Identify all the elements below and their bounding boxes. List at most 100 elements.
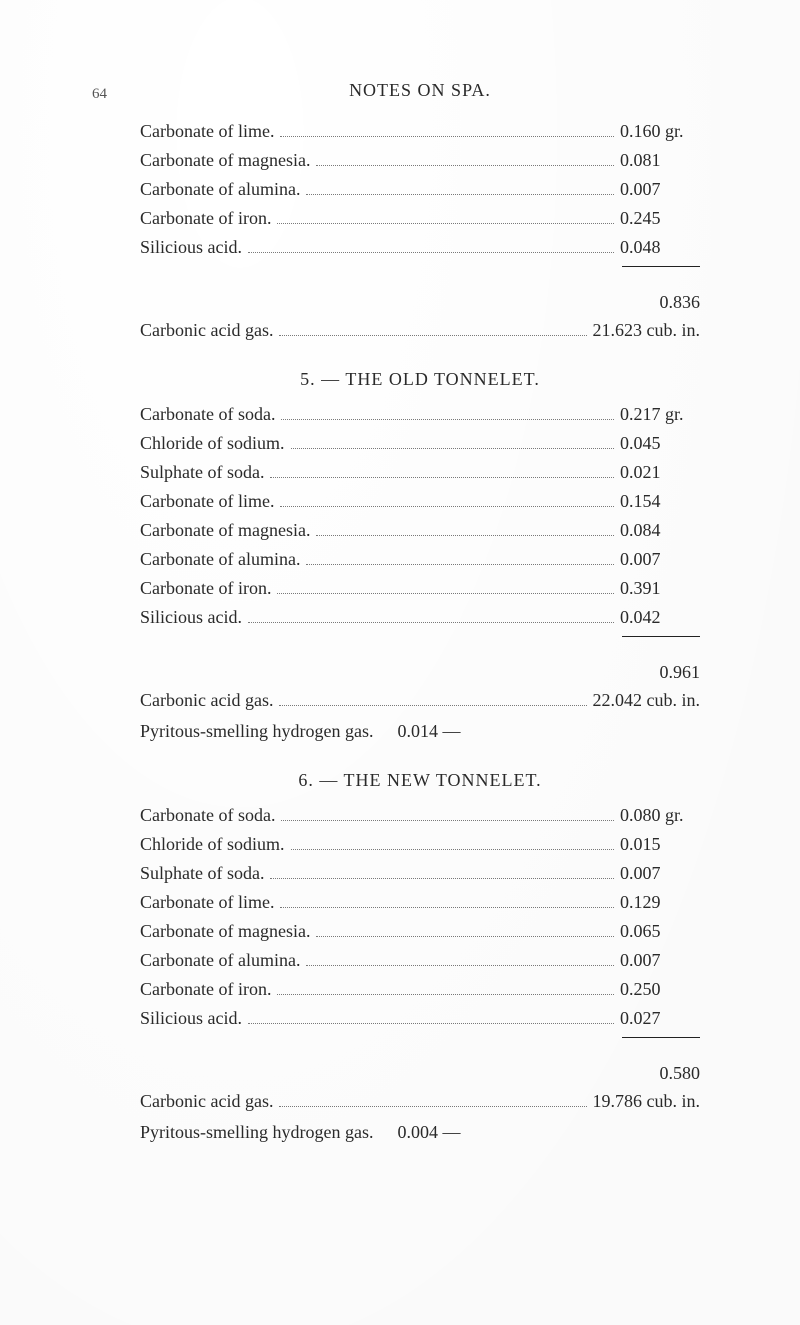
row-value: 0.007 (620, 950, 700, 971)
row-label: Silicious acid. (140, 1008, 242, 1029)
sum-row: 0.580 (140, 1063, 700, 1089)
table-row: Carbonate of magnesia. 0.084 (140, 520, 700, 549)
leader-dots (280, 136, 614, 137)
row-value: 0.007 (620, 179, 700, 200)
page-number: 64 (92, 86, 107, 103)
leader-dots (316, 535, 614, 536)
leader-dots (291, 448, 615, 449)
row-value: 0.245 (620, 208, 700, 229)
row-label: Carbonate of iron. (140, 208, 271, 229)
row-label: Carbonate of magnesia. (140, 150, 310, 171)
sum-value: 0.580 (660, 1063, 701, 1089)
leader-dots (277, 593, 614, 594)
row-label: Carbonate of lime. (140, 121, 274, 142)
table-row: Carbonate of alumina. 0.007 (140, 549, 700, 578)
row-label: Sulphate of soda. (140, 863, 264, 884)
row-value: 0.129 (620, 892, 700, 913)
table-row: Carbonate of soda. 0.080 gr. (140, 805, 700, 834)
gas-row: Carbonic acid gas. 22.042 cub. in. (140, 690, 700, 719)
row-value: 22.042 cub. in. (593, 690, 701, 711)
leader-dots (316, 165, 614, 166)
row-label: Chloride of sodium. (140, 834, 285, 855)
row-value: 0.217 gr. (620, 404, 700, 425)
sum-rule-row (140, 636, 700, 662)
page: 64 NOTES ON SPA. Carbonate of lime. 0.16… (0, 0, 800, 1325)
leader-dots (306, 564, 614, 565)
table-block-b: Carbonate of soda. 0.217 gr. Chloride of… (140, 404, 700, 750)
row-value: 0.021 (620, 462, 700, 483)
gas-row: Pyritous-smelling hydrogen gas. 0.004 — (140, 1122, 700, 1151)
row-label: Carbonic acid gas. (140, 1091, 273, 1112)
sum-value: 0.836 (660, 292, 701, 318)
row-value: 0.027 (620, 1008, 700, 1029)
leader-dots (248, 252, 614, 253)
sum-rule-row (140, 266, 700, 292)
table-row: Carbonate of magnesia. 0.065 (140, 921, 700, 950)
table-row: Carbonate of soda. 0.217 gr. (140, 404, 700, 433)
row-label: Chloride of sodium. (140, 433, 285, 454)
row-value: 0.007 (620, 549, 700, 570)
row-value: 0.004 — (397, 1122, 460, 1143)
row-label: Silicious acid. (140, 607, 242, 628)
gas-row: Carbonic acid gas. 21.623 cub. in. (140, 320, 700, 349)
table-row: Carbonate of lime. 0.160 gr. (140, 121, 700, 150)
table-row: Carbonate of iron. 0.245 (140, 208, 700, 237)
sum-rule (622, 266, 700, 292)
leader-dots (280, 506, 614, 507)
table-row: Carbonate of lime. 0.154 (140, 491, 700, 520)
row-label: Carbonate of iron. (140, 578, 271, 599)
table-block-c: Carbonate of soda. 0.080 gr. Chloride of… (140, 805, 700, 1151)
row-value: 0.048 (620, 237, 700, 258)
row-value: 21.623 cub. in. (593, 320, 701, 341)
leader-dots (291, 849, 615, 850)
table-block-a: Carbonate of lime. 0.160 gr. Carbonate o… (140, 121, 700, 349)
row-label: Sulphate of soda. (140, 462, 264, 483)
table-row: Silicious acid. 0.042 (140, 607, 700, 636)
table-row: Silicious acid. 0.027 (140, 1008, 700, 1037)
leader-dots (316, 936, 614, 937)
leader-dots (277, 994, 614, 995)
row-value: 0.250 (620, 979, 700, 1000)
leader-dots (281, 820, 614, 821)
row-value: 0.042 (620, 607, 700, 628)
row-label: Carbonate of magnesia. (140, 921, 310, 942)
row-label: Carbonate of alumina. (140, 549, 300, 570)
row-value: 0.154 (620, 491, 700, 512)
section-heading-new-tonnelet: 6. — THE NEW TONNELET. (140, 770, 700, 791)
leader-dots (279, 1106, 586, 1107)
leader-dots (279, 705, 586, 706)
row-value: 0.015 (620, 834, 700, 855)
leader-dots (270, 878, 614, 879)
running-head: NOTES ON SPA. (140, 80, 700, 101)
leader-dots (280, 907, 614, 908)
row-value: 0.014 — (397, 721, 460, 742)
section-heading-old-tonnelet: 5. — THE OLD TONNELET. (140, 369, 700, 390)
row-label: Carbonate of magnesia. (140, 520, 310, 541)
row-value: 0.065 (620, 921, 700, 942)
sum-row: 0.836 (140, 292, 700, 318)
row-value: 0.081 (620, 150, 700, 171)
leader-dots (281, 419, 614, 420)
leader-dots (270, 477, 614, 478)
table-row: Carbonate of alumina. 0.007 (140, 950, 700, 979)
row-value: 0.084 (620, 520, 700, 541)
table-row: Chloride of sodium. 0.045 (140, 433, 700, 462)
row-value: 0.391 (620, 578, 700, 599)
table-row: Carbonate of alumina. 0.007 (140, 179, 700, 208)
row-label: Carbonate of soda. (140, 404, 275, 425)
table-row: Carbonate of lime. 0.129 (140, 892, 700, 921)
sum-value: 0.961 (660, 662, 701, 688)
row-value: 0.045 (620, 433, 700, 454)
row-label: Carbonate of lime. (140, 892, 274, 913)
row-label: Carbonic acid gas. (140, 690, 273, 711)
row-label: Pyritous-smelling hydrogen gas. (140, 1122, 373, 1143)
row-value: 0.007 (620, 863, 700, 884)
table-row: Chloride of sodium. 0.015 (140, 834, 700, 863)
table-row: Carbonate of magnesia. 0.081 (140, 150, 700, 179)
sum-row: 0.961 (140, 662, 700, 688)
leader-dots (279, 335, 586, 336)
row-label: Carbonate of alumina. (140, 179, 300, 200)
row-label: Pyritous-smelling hydrogen gas. (140, 721, 373, 742)
gas-row: Carbonic acid gas. 19.786 cub. in. (140, 1091, 700, 1120)
sum-rule-row (140, 1037, 700, 1063)
